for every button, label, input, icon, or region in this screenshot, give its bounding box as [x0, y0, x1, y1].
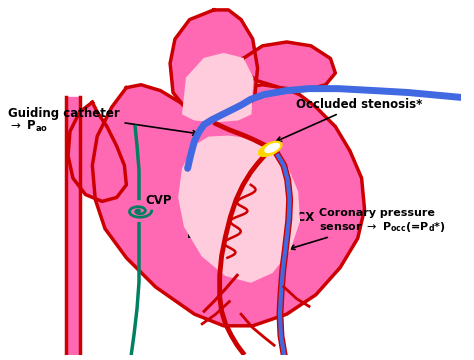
Text: $\rightarrow$ P$_{\mathregular{ao}}$: $\rightarrow$ P$_{\mathregular{ao}}$ — [8, 118, 48, 134]
Polygon shape — [183, 54, 253, 122]
Polygon shape — [92, 85, 365, 326]
Text: Coronary pressure
sensor $\rightarrow$ P$_{\mathregular{occ}}$(=P$_{\mathregular: Coronary pressure sensor $\rightarrow$ P… — [290, 208, 446, 249]
Text: Guiding catheter: Guiding catheter — [8, 107, 198, 135]
Text: LCX: LCX — [290, 211, 315, 224]
Polygon shape — [66, 97, 80, 355]
Polygon shape — [170, 10, 257, 120]
Polygon shape — [243, 42, 335, 91]
Text: Occluded stenosis*: Occluded stenosis* — [276, 98, 423, 141]
Polygon shape — [68, 102, 127, 201]
Ellipse shape — [265, 143, 279, 152]
Text: LAD: LAD — [187, 228, 213, 241]
Text: CVP: CVP — [146, 194, 173, 207]
Ellipse shape — [258, 141, 282, 156]
Polygon shape — [179, 136, 300, 282]
